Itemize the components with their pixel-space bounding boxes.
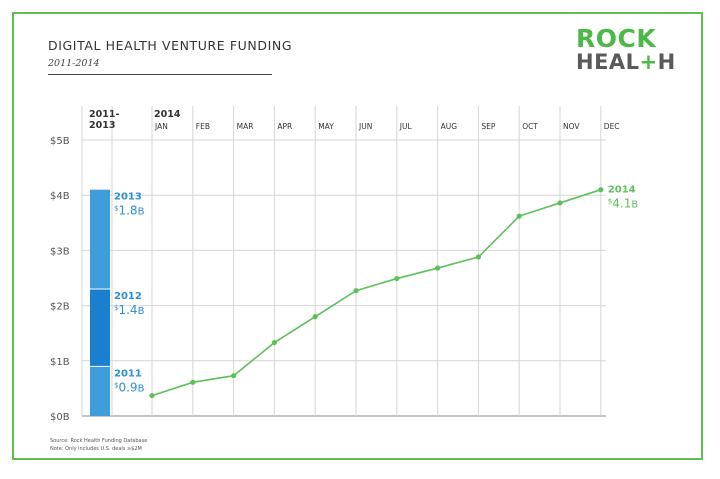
x-tick-label: MAY xyxy=(318,122,334,131)
bar-value-label: $1.4B xyxy=(114,303,145,317)
logo-plus-mark: + xyxy=(639,50,658,74)
line-point xyxy=(353,288,359,294)
x-tick-label: MAR xyxy=(237,122,254,131)
bar-year-label: 2011 xyxy=(114,368,142,379)
chart-footnote: Source: Rock Health Funding Database Not… xyxy=(50,437,147,453)
scope-note: Note: Only includes U.S. deals ≥$2M xyxy=(50,446,142,452)
bar-header-label: 2013 xyxy=(89,120,115,131)
bar-segment-2011 xyxy=(90,366,110,416)
bar-layer xyxy=(90,189,110,416)
x-tick-label: OCT xyxy=(522,122,538,131)
x-tick-label: JAN xyxy=(154,122,168,131)
logo-health-part-a: HEAL xyxy=(576,50,640,74)
line-point xyxy=(598,187,604,193)
x-tick-label: JUL xyxy=(399,122,413,131)
logo-rock-text: ROCK xyxy=(576,24,657,53)
bar-year-label: 2013 xyxy=(114,192,142,203)
y-tick-label: $1B xyxy=(50,357,70,368)
y-tick-label: $2B xyxy=(50,302,70,313)
title-divider xyxy=(48,74,272,75)
x-tick-label: JUN xyxy=(358,122,372,131)
line-point xyxy=(475,254,481,260)
line-end-year-label: 2014 xyxy=(608,185,636,196)
chart-subtitle: 2011-2014 xyxy=(48,58,100,69)
line-point xyxy=(557,200,563,206)
y-tick-label: $5B xyxy=(50,136,70,147)
bar-segment-2012 xyxy=(90,289,110,367)
rock-health-logo: ROCK HEAL+H xyxy=(576,24,675,74)
line-point xyxy=(231,373,237,379)
bar-value-label: $1.8B xyxy=(114,204,145,218)
x-tick-label: SEP xyxy=(481,122,495,131)
line-point xyxy=(435,265,441,271)
line-point xyxy=(271,339,277,346)
x-tick-label: FEB xyxy=(196,122,210,131)
bar-value-label: $0.9B xyxy=(114,380,145,394)
x-tick-label: NOV xyxy=(563,122,580,131)
chart-frame xyxy=(12,12,703,460)
line-point xyxy=(149,392,155,399)
bar-year-label: 2012 xyxy=(114,291,142,302)
x-tick-label: APR xyxy=(277,122,292,131)
line-end-value-label: $4.1B xyxy=(608,197,639,211)
y-tick-label: $4B xyxy=(50,191,70,202)
line-point xyxy=(394,275,400,282)
logo-health-text: HEAL+H xyxy=(576,52,676,73)
line-year-label: 2014 xyxy=(154,109,181,120)
line-point xyxy=(190,379,196,385)
y-tick-label: $3B xyxy=(50,246,70,257)
logo-health-part-b: H xyxy=(657,50,676,74)
line-layer xyxy=(149,187,604,399)
chart-title: DIGITAL HEALTH VENTURE FUNDING xyxy=(48,38,293,53)
y-tick-label: $0B xyxy=(50,412,70,423)
grid-layer xyxy=(81,106,606,417)
line-series-2014 xyxy=(151,188,602,397)
x-tick-label: AUG xyxy=(441,122,458,131)
x-tick-label: DEC xyxy=(604,122,620,131)
line-point xyxy=(516,213,522,219)
bar-segment-2013 xyxy=(90,189,110,290)
source-note: Source: Rock Health Funding Database xyxy=(50,438,148,444)
line-point xyxy=(312,314,318,320)
bar-header-label: 2011- xyxy=(89,109,119,120)
